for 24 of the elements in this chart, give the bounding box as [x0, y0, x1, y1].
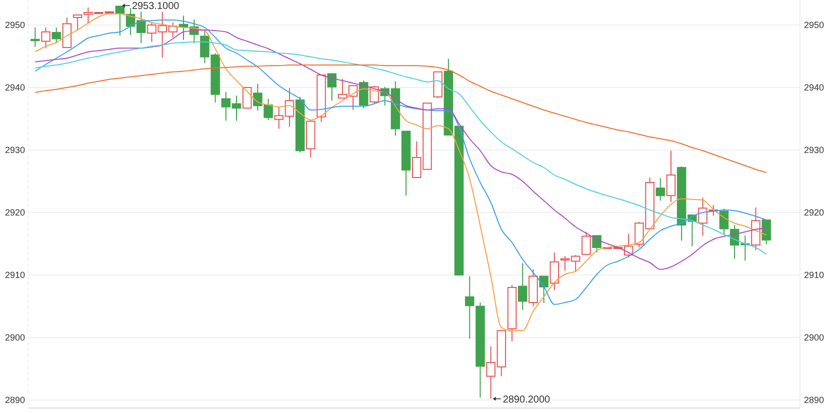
annotation: 2953.1000: [132, 1, 180, 12]
y2-tick-label: 2950: [804, 20, 824, 30]
candlestick: [464, 276, 474, 340]
y2-tick-label: 2940: [804, 82, 824, 93]
candlestick: [476, 302, 485, 398]
y-tick-label: 2940: [4, 82, 25, 93]
y-tick-label: 2950: [4, 20, 25, 30]
candlestick: [518, 262, 528, 310]
y-tick-label: 2900: [4, 332, 25, 343]
candlestick: [550, 252, 560, 290]
y-tick-label: 2930: [4, 145, 25, 156]
y-tick-label: 2920: [4, 208, 25, 218]
line-series: [34, 64, 767, 173]
y2-tick-label: 2930: [804, 145, 824, 156]
y2-tick-label: 2900: [804, 332, 824, 343]
y-tick-label: 2890: [4, 395, 25, 406]
annotation: 2890.2000: [502, 394, 551, 406]
y2-tick-label: 2890: [804, 395, 824, 406]
y2-tick-label: 2910: [804, 270, 824, 280]
y-tick-label: 2910: [4, 270, 25, 280]
y2-tick-label: 2920: [804, 208, 824, 218]
candlestick: [666, 150, 676, 202]
candlestick: [656, 178, 665, 202]
candlestick: [30, 27, 40, 48]
